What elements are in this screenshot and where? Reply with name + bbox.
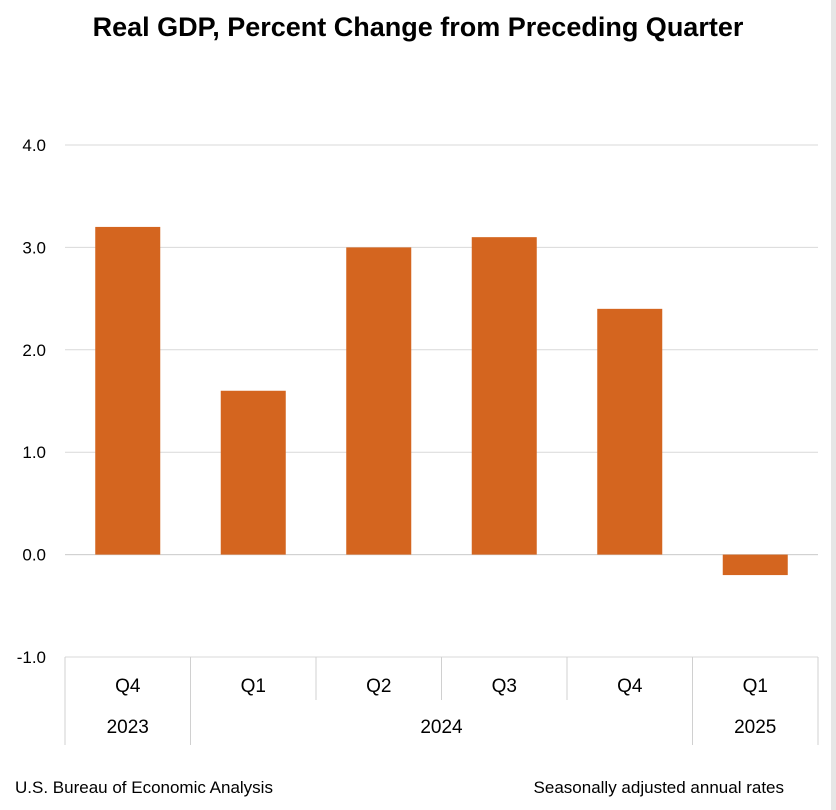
x-tick-label: Q4	[115, 676, 141, 697]
bar	[722, 554, 788, 576]
y-tick-label: 4.0	[22, 136, 46, 155]
x-tick-label: Q1	[743, 676, 768, 697]
x-tick-label: Q1	[241, 676, 266, 697]
bar	[346, 247, 412, 555]
y-tick-label: 0.0	[22, 546, 46, 565]
y-tick-label: 3.0	[22, 238, 46, 257]
bar	[95, 226, 161, 555]
source-note: U.S. Bureau of Economic Analysis	[15, 778, 273, 797]
bar	[471, 237, 537, 555]
x-tick-label: Q3	[492, 676, 517, 697]
year-label: 2023	[107, 717, 149, 738]
rates-note: Seasonally adjusted annual rates	[533, 778, 784, 797]
year-label: 2024	[420, 717, 463, 738]
bar	[597, 308, 663, 555]
x-tick-label: Q2	[366, 676, 391, 697]
window-edge	[831, 0, 836, 810]
chart-title: Real GDP, Percent Change from Preceding …	[92, 12, 744, 42]
y-tick-label: 1.0	[22, 443, 46, 462]
year-label: 2025	[734, 717, 776, 738]
y-tick-label: 2.0	[22, 341, 46, 360]
bar	[220, 390, 286, 555]
x-tick-label: Q4	[617, 676, 643, 697]
y-tick-label: -1.0	[17, 648, 46, 667]
